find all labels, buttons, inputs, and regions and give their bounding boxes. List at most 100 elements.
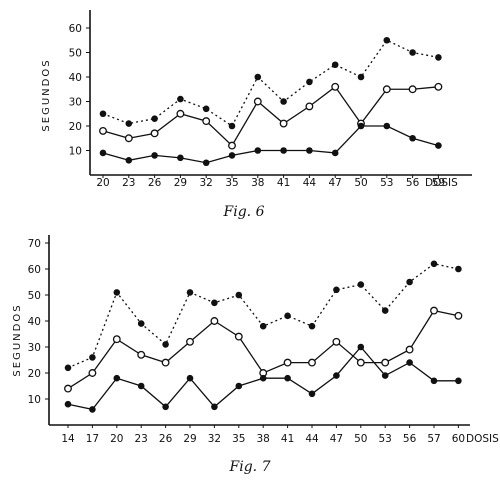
data-point-filled bbox=[430, 377, 438, 385]
data-point-filled bbox=[228, 152, 236, 159]
x-tick-label: 23 bbox=[122, 177, 135, 189]
data-point-open bbox=[88, 369, 97, 377]
data-point-filled bbox=[357, 73, 365, 81]
data-point-filled bbox=[455, 377, 462, 385]
y-tick-label: 70 bbox=[28, 238, 41, 250]
y-tick-label: 60 bbox=[69, 23, 82, 35]
data-point-open bbox=[331, 82, 340, 91]
data-point-filled bbox=[235, 382, 243, 390]
data-point-open bbox=[161, 358, 170, 367]
x-tick-label: 56 bbox=[403, 433, 417, 445]
data-point-filled bbox=[331, 61, 339, 69]
y-axis-label: SEGUNDOS bbox=[41, 58, 52, 131]
data-point-filled bbox=[383, 122, 391, 130]
x-tick-label: 35 bbox=[232, 433, 245, 445]
data-point-filled bbox=[435, 54, 442, 61]
y-tick-label: 40 bbox=[28, 316, 41, 328]
y-tick-label: 20 bbox=[28, 368, 41, 380]
data-point-filled bbox=[383, 36, 391, 44]
data-point-filled bbox=[64, 400, 72, 408]
data-point-filled bbox=[211, 403, 218, 411]
x-tick-label: 14 bbox=[61, 433, 75, 445]
x-tick-label: 47 bbox=[330, 433, 343, 445]
data-point-filled bbox=[308, 322, 316, 330]
y-tick-label: 20 bbox=[69, 121, 82, 133]
data-point-filled bbox=[259, 374, 267, 382]
data-point-filled bbox=[99, 110, 107, 118]
y-tick-label: 50 bbox=[69, 48, 82, 60]
data-point-open bbox=[228, 141, 236, 150]
data-point-filled bbox=[162, 341, 169, 348]
data-point-filled bbox=[333, 372, 340, 379]
data-point-filled bbox=[137, 382, 145, 390]
data-point-filled bbox=[211, 299, 218, 307]
x-tick-label: 41 bbox=[281, 433, 294, 445]
data-point-filled bbox=[177, 95, 184, 103]
data-point-open bbox=[454, 311, 463, 320]
data-point-filled bbox=[357, 343, 365, 351]
data-point-filled bbox=[333, 286, 340, 294]
x-tick-label: 60 bbox=[452, 433, 465, 445]
y-tick-label: 10 bbox=[69, 146, 82, 158]
data-point-open bbox=[234, 332, 243, 341]
data-point-filled bbox=[228, 122, 236, 130]
data-point-filled bbox=[89, 406, 96, 413]
series-line-1 bbox=[67, 263, 459, 369]
data-point-filled bbox=[409, 49, 416, 56]
data-point-filled bbox=[280, 98, 287, 105]
data-point-filled bbox=[259, 322, 267, 330]
data-point-filled bbox=[357, 281, 365, 288]
x-axis-label: DOSIS bbox=[466, 433, 499, 445]
data-point-open bbox=[356, 358, 365, 367]
data-point-open bbox=[434, 82, 443, 91]
data-point-open bbox=[405, 345, 414, 354]
data-point-filled bbox=[202, 159, 210, 167]
data-point-filled bbox=[186, 289, 194, 296]
data-point-open bbox=[137, 350, 146, 359]
data-point-open bbox=[210, 317, 219, 325]
data-point-open bbox=[186, 337, 194, 346]
data-point-open bbox=[283, 358, 292, 367]
y-tick-label: 50 bbox=[28, 290, 41, 302]
x-tick-label: 20 bbox=[96, 177, 109, 189]
x-tick-label: 57 bbox=[427, 433, 440, 445]
data-point-filled bbox=[308, 390, 316, 398]
y-tick-label: 30 bbox=[69, 97, 82, 109]
data-point-open bbox=[332, 337, 341, 346]
data-point-filled bbox=[151, 152, 158, 159]
x-tick-label: 35 bbox=[225, 177, 238, 189]
series-line-3 bbox=[102, 125, 439, 164]
x-tick-label: 26 bbox=[148, 177, 162, 189]
data-point-open bbox=[381, 358, 390, 367]
data-point-filled bbox=[113, 289, 121, 296]
x-tick-label: 38 bbox=[251, 177, 264, 189]
data-point-filled bbox=[162, 403, 169, 411]
x-tick-label: 41 bbox=[277, 177, 290, 189]
data-point-filled bbox=[284, 374, 291, 382]
data-point-filled bbox=[455, 265, 462, 273]
x-tick-label: 29 bbox=[183, 433, 196, 445]
data-point-filled bbox=[331, 149, 339, 157]
y-tick-label: 40 bbox=[69, 72, 82, 84]
y-tick-label: 10 bbox=[28, 394, 41, 406]
data-point-filled bbox=[125, 157, 133, 164]
data-point-filled bbox=[151, 115, 158, 122]
data-point-filled bbox=[306, 78, 313, 86]
data-point-filled bbox=[381, 307, 389, 314]
data-point-filled bbox=[306, 147, 313, 154]
x-tick-label: 50 bbox=[354, 177, 367, 189]
data-point-filled bbox=[64, 364, 72, 372]
x-tick-label: 53 bbox=[380, 177, 393, 189]
y-tick-label: 30 bbox=[28, 342, 41, 354]
data-point-filled bbox=[406, 278, 413, 286]
data-point-open bbox=[124, 134, 133, 143]
data-point-open bbox=[202, 117, 211, 126]
data-point-filled bbox=[284, 312, 291, 320]
data-point-filled bbox=[406, 359, 413, 366]
data-point-open bbox=[430, 306, 438, 315]
x-tick-label: 26 bbox=[159, 433, 173, 445]
x-tick-label: 50 bbox=[354, 433, 367, 445]
figure-caption: Fig. 7 bbox=[229, 459, 271, 475]
chart-2: 10 20 30 40 50 60 70 14 17 20 23 26 29 32 35 38 41 44 47 50… bbox=[12, 235, 499, 475]
